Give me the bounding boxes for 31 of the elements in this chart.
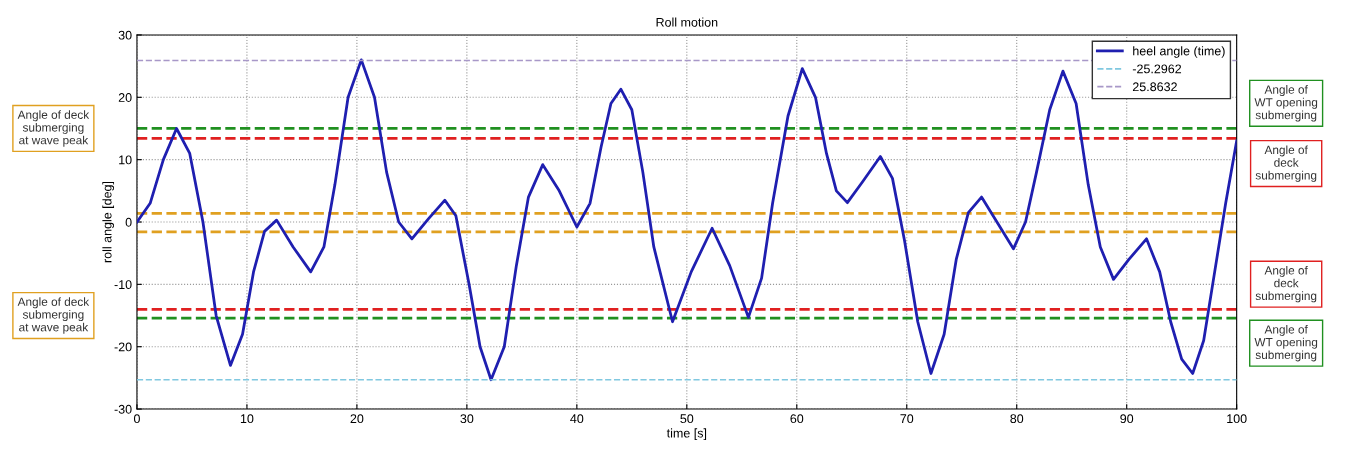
- y-tick-label: 20: [118, 93, 132, 102]
- y-tick-label: 0: [125, 217, 132, 227]
- x-tick-label: 40: [570, 414, 584, 424]
- x-tick-label: 30: [460, 414, 474, 424]
- y-tick-label: 30: [118, 30, 132, 40]
- text: Angle of deck submerging at wave peak: [17, 297, 90, 334]
- line-series: [136, 58, 1237, 382]
- x-tick-label: 80: [1010, 414, 1024, 424]
- x-tick-label: 0: [133, 414, 140, 424]
- ref-line-label: Angle of deck submerging: [1255, 265, 1317, 303]
- ref-line-label: Angle of WT opening submerging: [1254, 85, 1318, 122]
- y-axis-title: roll angle [deg]: [102, 181, 115, 263]
- text: Angle of deck submerging at wave peak: [17, 110, 90, 147]
- x-tick-label: 60: [790, 414, 804, 424]
- ref-line-label: Angle of WT opening submerging: [1254, 324, 1318, 362]
- chart-title: Roll motion: [656, 17, 718, 27]
- x-tick-label: 50: [680, 414, 694, 424]
- x-tick-label: 70: [900, 414, 914, 424]
- legend-label: -25.2962: [1132, 64, 1182, 74]
- x-tick-label: 20: [350, 414, 364, 424]
- y-tick-label: -20: [114, 342, 132, 352]
- ref-line-label: Angle of deck submerging: [1255, 145, 1317, 182]
- y-tick-label: -30: [114, 404, 132, 414]
- x-axis-title: time [s]: [666, 428, 707, 440]
- x-tick-label: 90: [1120, 414, 1134, 424]
- x-tick-label: 10: [240, 414, 254, 424]
- legend-label: 25.8632: [1132, 82, 1177, 92]
- x-tick-label: 100: [1227, 414, 1247, 424]
- legend-label: heel angle (time): [1133, 46, 1225, 58]
- y-tick-label: 10: [119, 155, 132, 165]
- y-tick-label: -10: [114, 280, 132, 290]
